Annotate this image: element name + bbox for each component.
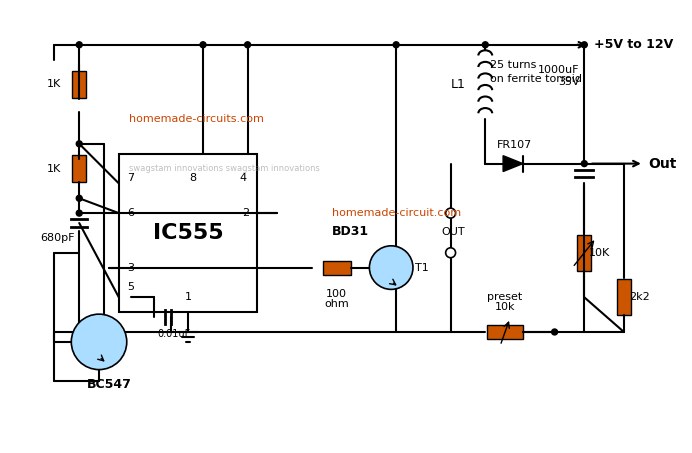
- Text: 1: 1: [185, 292, 192, 302]
- Text: 1K: 1K: [47, 164, 62, 173]
- Circle shape: [76, 42, 82, 48]
- Text: 1000uF: 1000uF: [538, 64, 579, 75]
- Text: 6: 6: [127, 208, 134, 218]
- Text: 680pF: 680pF: [39, 233, 74, 243]
- Circle shape: [71, 314, 127, 370]
- Text: 0.01uF: 0.01uF: [158, 329, 191, 339]
- Bar: [617, 280, 631, 315]
- Text: BD31: BD31: [331, 225, 369, 238]
- Text: 10K: 10K: [590, 248, 610, 258]
- Text: 2: 2: [242, 208, 249, 218]
- Text: +5V to 12V: +5V to 12V: [594, 38, 673, 51]
- Text: 3: 3: [127, 263, 134, 273]
- Text: preset: preset: [487, 292, 522, 302]
- Text: IC555: IC555: [153, 223, 224, 243]
- Bar: [72, 155, 86, 183]
- Text: 100: 100: [326, 289, 347, 299]
- Text: FR107: FR107: [498, 140, 533, 150]
- Circle shape: [446, 248, 455, 258]
- Text: 7: 7: [127, 173, 134, 183]
- Bar: [577, 235, 591, 270]
- Text: 10k: 10k: [495, 302, 516, 312]
- Bar: [487, 325, 523, 339]
- Text: 1K: 1K: [47, 79, 62, 89]
- Text: 2k2: 2k2: [629, 292, 650, 302]
- Text: 4: 4: [239, 173, 246, 183]
- Text: OUT: OUT: [441, 227, 466, 237]
- Text: ohm: ohm: [325, 299, 349, 309]
- Text: L1: L1: [450, 78, 466, 91]
- Circle shape: [76, 210, 82, 216]
- Circle shape: [581, 42, 588, 48]
- Circle shape: [393, 42, 399, 48]
- Text: homemade-circuit.com: homemade-circuit.com: [331, 208, 461, 218]
- Circle shape: [446, 208, 455, 218]
- Circle shape: [552, 329, 558, 335]
- Text: BC547: BC547: [86, 377, 131, 390]
- Circle shape: [200, 42, 206, 48]
- Circle shape: [244, 42, 251, 48]
- Text: on ferrite torroid: on ferrite torroid: [490, 74, 582, 84]
- Bar: [119, 154, 257, 312]
- Text: 8: 8: [190, 173, 197, 183]
- Bar: [323, 260, 351, 275]
- Text: Out: Out: [648, 157, 677, 171]
- Circle shape: [482, 42, 489, 48]
- Circle shape: [370, 246, 413, 289]
- Polygon shape: [503, 156, 523, 172]
- Text: swagstam innovations swagstam innovations: swagstam innovations swagstam innovation…: [129, 164, 320, 173]
- Bar: [72, 71, 86, 98]
- Circle shape: [76, 195, 82, 201]
- Text: 25 turns: 25 turns: [490, 60, 536, 70]
- Text: 5: 5: [127, 282, 134, 292]
- Text: T1: T1: [415, 263, 429, 273]
- Text: homemade-circuits.com: homemade-circuits.com: [129, 114, 264, 124]
- Circle shape: [581, 161, 588, 167]
- Circle shape: [76, 141, 82, 147]
- Text: 35V: 35V: [558, 77, 579, 87]
